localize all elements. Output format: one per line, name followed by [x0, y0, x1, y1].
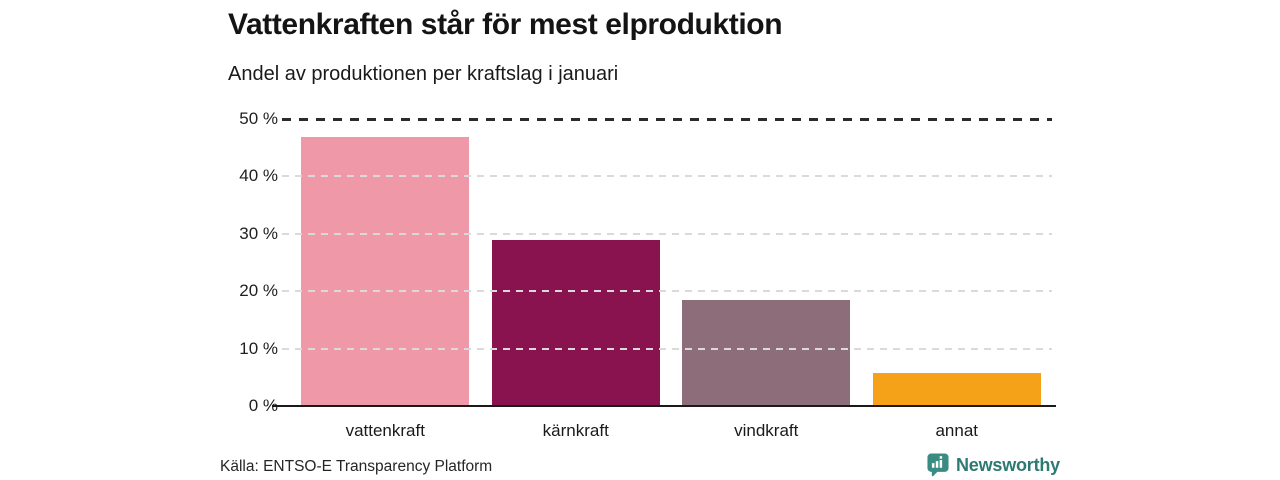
gridline-40: [282, 175, 1052, 178]
source-note: Källa: ENTSO-E Transparency Platform: [220, 458, 493, 475]
reference-line-50: [282, 117, 1052, 121]
y-tick-label-30: 30 %: [239, 223, 278, 243]
y-tick-label-40: 40 %: [239, 166, 278, 186]
chart-subtitle: Andel av produktionen per kraftslag i ja…: [228, 63, 619, 85]
bar-series: [290, 119, 1052, 406]
bar-vattenkraft: [301, 137, 470, 406]
gridline-30: [282, 232, 1052, 235]
x-axis-labels: vattenkraft kärnkraft vindkraft annat: [290, 421, 1052, 441]
x-axis-line: [272, 404, 1056, 407]
gridline-20: [282, 290, 1052, 293]
y-tick-label-0: 0 %: [248, 396, 278, 415]
plot-area: [282, 117, 1052, 406]
chart-title: Vattenkraften står för mest elproduktion: [228, 8, 783, 41]
bar-annat: [872, 372, 1041, 406]
brand-lockup: Newsworthy: [927, 453, 1060, 477]
y-tick-label-20: 20 %: [239, 281, 278, 301]
x-label-annat: annat: [935, 421, 979, 440]
x-label-vattenkraft: vattenkraft: [345, 421, 425, 440]
gridline-10: [282, 347, 1052, 350]
bar-kärnkraft: [491, 240, 660, 406]
y-tick-label-50: 50 %: [239, 109, 278, 128]
bar-band-vindkraft: [671, 119, 862, 406]
brand-name: Newsworthy: [955, 454, 1060, 475]
bar-band-kärnkraft: [481, 119, 672, 406]
x-label-kärnkraft: kärnkraft: [542, 421, 609, 440]
bar-vindkraft: [682, 299, 851, 406]
bar-band-vattenkraft: [290, 119, 481, 406]
y-axis: 0 % 10 % 20 % 30 % 40 % 50 %: [190, 109, 278, 415]
newsworthy-logo-icon: [927, 453, 949, 477]
x-label-vindkraft: vindkraft: [734, 421, 799, 440]
y-tick-label-10: 10 %: [239, 338, 278, 358]
bar-band-annat: [862, 119, 1053, 406]
